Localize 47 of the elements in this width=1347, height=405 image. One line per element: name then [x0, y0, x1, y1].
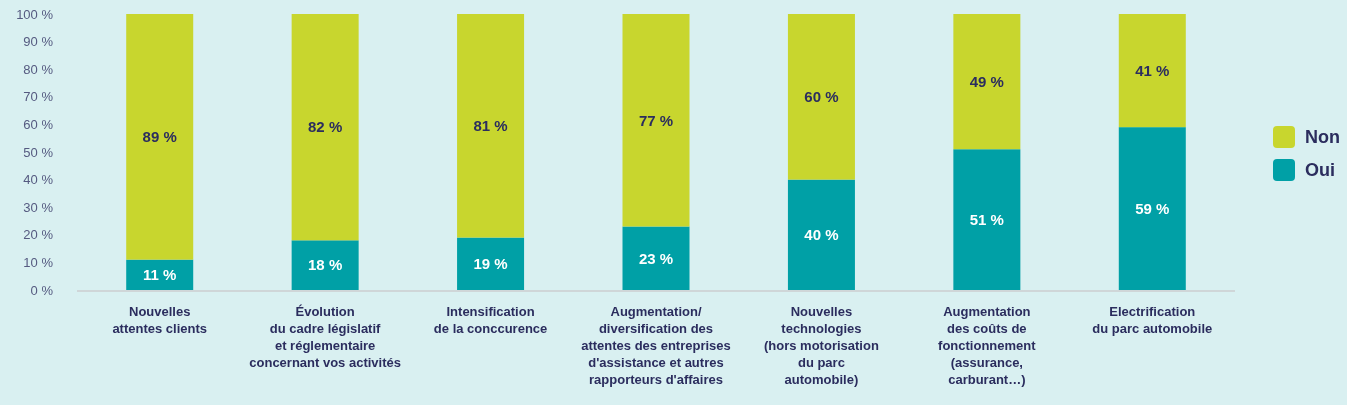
- bar: [787, 179, 855, 290]
- y-tick-label: 20 %: [23, 227, 54, 243]
- x-tick-label: Intensification de la conccurence: [433, 304, 548, 336]
- y-tick-label: 60 %: [23, 116, 54, 132]
- bar: [953, 149, 1021, 290]
- bar: [787, 14, 855, 180]
- legend-label: Oui: [1305, 160, 1335, 181]
- data-label: 89 %: [142, 128, 177, 146]
- data-label: 51 %: [969, 210, 1004, 228]
- y-tick-label: 0 %: [30, 282, 54, 298]
- bar: [1118, 14, 1186, 128]
- y-tick-label: 10 %: [23, 254, 54, 270]
- y-tick-label: 30 %: [23, 199, 54, 215]
- x-tick-label: Electrification du parc automobile: [1092, 304, 1213, 336]
- data-label: 11 %: [143, 266, 177, 284]
- data-label: 40 %: [804, 226, 839, 244]
- data-label: 77 %: [638, 111, 674, 129]
- bar: [126, 14, 194, 260]
- data-label: 18 %: [308, 256, 343, 274]
- y-tick-label: 50 %: [23, 144, 54, 160]
- x-tick-label: Augmentation/ diversification des attentes des entreprises d'assistance et autres rapporteurs d'affaires: [581, 304, 731, 387]
- data-label: 49 %: [969, 72, 1004, 90]
- bar: [622, 14, 690, 227]
- bar: [291, 14, 359, 241]
- y-tick-label: 100 %: [16, 6, 54, 22]
- x-tick-label: Augmentation des coûts de fonctionnement (assurance, carburant…): [938, 304, 1037, 387]
- legend-label: Non: [1305, 127, 1340, 148]
- bar: [953, 14, 1021, 150]
- x-tick-label: Évolution du cadre législatif et réglementaire concernant vos activités: [249, 304, 402, 370]
- x-tick-label: Nouvelles attentes clients: [112, 304, 208, 336]
- bar: [291, 240, 359, 290]
- data-label: 59 %: [1135, 199, 1170, 217]
- data-label: 81 %: [473, 117, 508, 135]
- y-tick-label: 80 %: [23, 61, 54, 77]
- data-label: 19 %: [473, 255, 508, 273]
- y-tick-label: 40 %: [23, 172, 54, 188]
- bar: [1118, 127, 1186, 290]
- bar: [457, 237, 525, 290]
- data-label: 23 %: [638, 249, 674, 267]
- y-tick-label: 70 %: [23, 89, 54, 105]
- x-tick-label: Nouvelles technologies (hors motorisation du parc automobile): [764, 304, 879, 387]
- data-label: 60 %: [804, 88, 839, 106]
- bar: [457, 14, 525, 238]
- data-label: 82 %: [308, 118, 343, 136]
- data-label: 41 %: [1135, 61, 1170, 79]
- y-tick-label: 90 %: [23, 34, 54, 50]
- bar: [622, 226, 690, 290]
